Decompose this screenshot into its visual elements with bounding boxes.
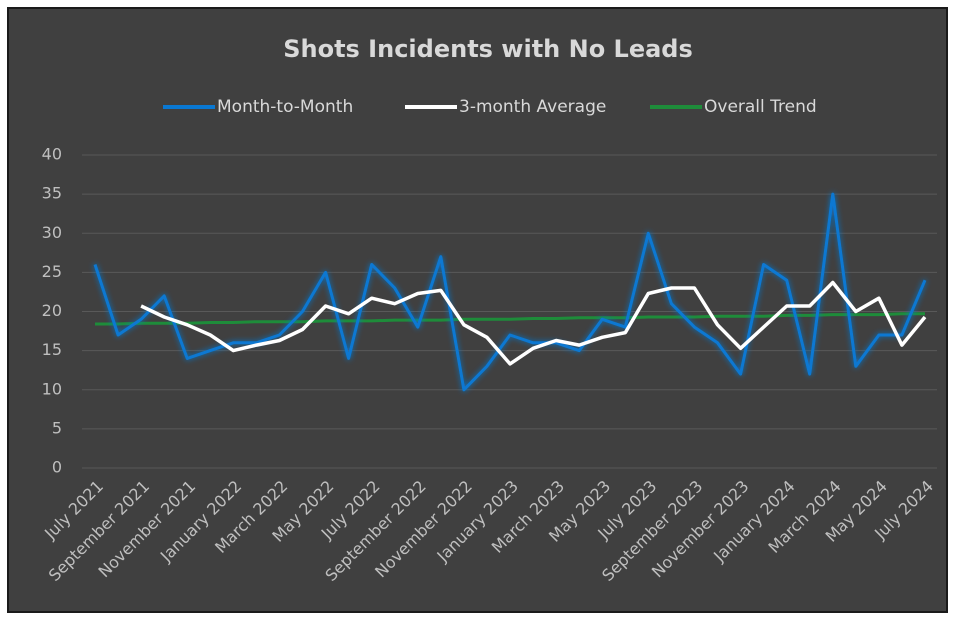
- y-tick-label: 35: [42, 184, 62, 203]
- y-tick-label: 5: [52, 418, 62, 437]
- legend-label: Month-to-Month: [217, 97, 353, 117]
- y-tick-label: 40: [42, 145, 62, 164]
- y-tick-label: 10: [42, 379, 62, 398]
- legend-label: 3-month Average: [459, 97, 606, 117]
- series-line: [93, 192, 927, 392]
- chart-title: Shots Incidents with No Leads: [283, 35, 693, 63]
- y-tick-label: 0: [52, 458, 62, 477]
- y-tick-label: 25: [42, 262, 62, 281]
- legend-label: Overall Trend: [704, 97, 817, 117]
- series-line: [95, 312, 925, 326]
- y-tick-label: 30: [42, 223, 62, 242]
- y-tick-label: 20: [42, 301, 62, 320]
- y-tick-label: 15: [42, 340, 62, 359]
- series-line: [140, 280, 927, 366]
